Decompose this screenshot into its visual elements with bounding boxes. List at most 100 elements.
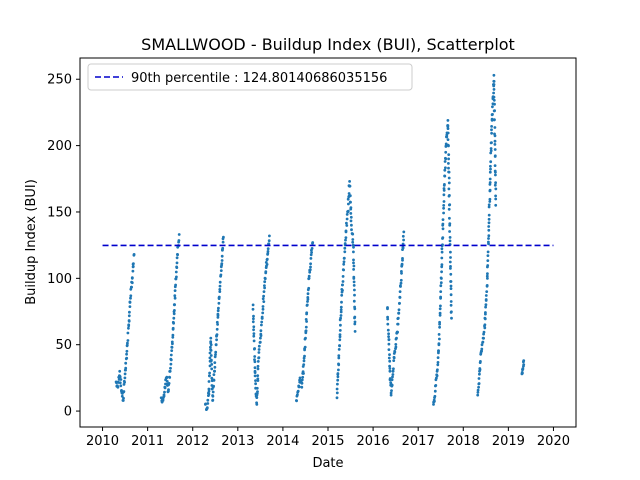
data-point [171,320,175,324]
data-point [443,174,446,178]
data-point [392,355,396,359]
data-point [252,317,255,321]
data-point [298,376,302,380]
data-point [215,338,219,342]
data-point [439,290,443,293]
data-point [486,277,489,280]
data-point [493,126,497,129]
data-point [492,80,496,83]
y-axis-title: Buildup Index (BUI) [24,179,39,305]
data-point [171,342,174,346]
data-point [448,203,452,207]
data-point [450,310,453,314]
x-tick-label: 2018 [447,434,480,449]
data-point [344,236,348,240]
data-point [402,230,406,234]
data-point [126,331,130,335]
data-point [310,251,313,254]
data-point [486,250,490,254]
data-point [256,390,259,393]
data-point [210,363,214,366]
data-point [303,348,306,352]
data-point [345,213,349,216]
data-point [444,166,447,170]
data-point [119,378,123,381]
data-point [131,269,135,273]
data-point [266,247,270,251]
data-point [352,284,356,287]
data-point [488,170,492,174]
data-point [121,399,125,402]
data-point [214,353,217,356]
data-point [493,139,497,143]
data-point [489,147,493,150]
data-point [210,358,213,362]
data-point [478,372,481,376]
data-point [446,138,450,142]
data-point [447,207,451,211]
data-point [175,275,178,279]
data-point [221,240,225,244]
data-point [260,323,263,327]
data-point [489,149,493,153]
data-point [494,173,497,177]
data-point [433,389,437,393]
data-point [257,351,261,354]
data-point [171,326,175,330]
data-point [443,160,447,163]
data-point [449,256,452,259]
x-tick-label: 2013 [221,434,254,449]
data-point [222,235,225,239]
data-point [127,314,131,318]
data-point [480,347,484,351]
data-point [252,332,256,335]
data-point [340,293,344,297]
data-point [219,269,223,272]
data-point [168,376,172,379]
data-point [257,344,261,348]
data-point [485,274,489,278]
data-point [493,102,496,106]
data-point [352,245,355,249]
data-point [215,327,219,331]
data-point [336,372,340,375]
data-point [449,284,453,288]
data-point [489,160,493,164]
data-point [339,310,343,314]
data-point [296,389,300,393]
data-point [391,373,395,376]
data-point [124,366,128,370]
data-point [489,151,493,155]
data-point [476,391,480,394]
data-point [387,338,391,342]
data-point [208,356,212,360]
data-point [207,387,211,391]
data-point [388,353,391,356]
data-point [442,211,445,215]
data-point [218,284,222,288]
data-point [259,336,262,340]
data-point [205,406,209,410]
data-point [490,117,494,121]
data-point [392,359,396,362]
data-point [488,188,492,192]
data-point [116,385,120,389]
data-point [252,339,256,343]
data-point [442,206,445,210]
data-point [212,379,216,382]
data-point [390,383,394,387]
data-point [447,153,451,157]
data-point [342,262,346,266]
data-point [438,307,442,311]
data-point [399,284,402,288]
data-point [165,380,169,383]
data-point [487,234,491,238]
data-point [338,344,341,348]
data-point [263,286,266,290]
data-point [490,128,493,132]
data-point [204,402,208,406]
data-point [435,374,439,378]
data-point [341,275,345,278]
data-point [302,372,305,375]
